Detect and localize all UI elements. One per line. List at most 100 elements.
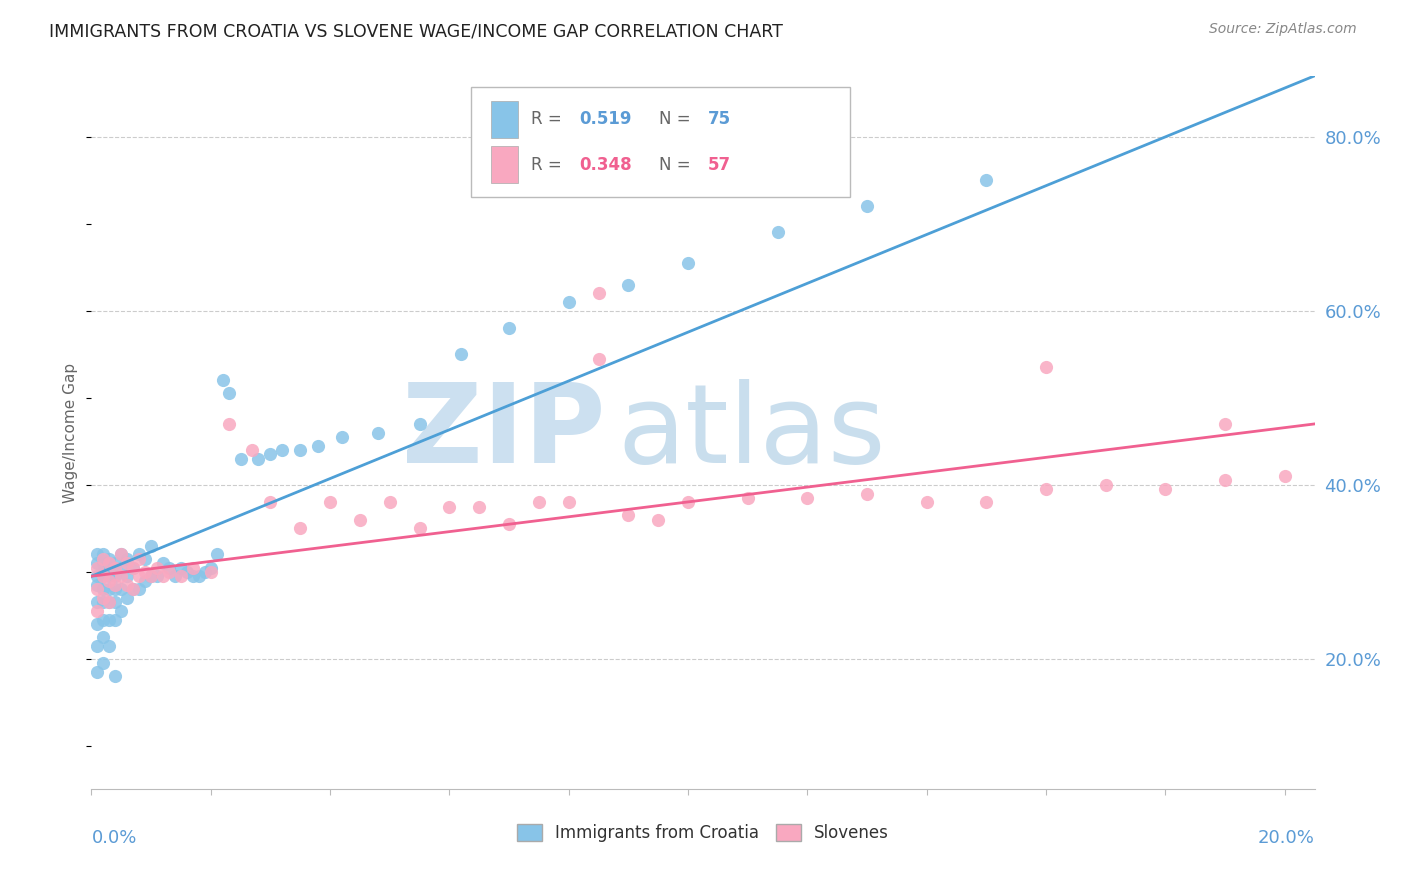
Point [617,508,640,523]
Point [91,582,114,597]
Point [139,539,162,553]
Point [98,613,121,627]
Text: ZIP: ZIP [402,379,605,486]
Point [139,569,162,583]
Point [737,491,759,505]
Point [856,486,879,500]
Point [468,500,491,514]
Point [86,617,108,632]
Point [128,582,150,597]
Point [128,551,150,566]
Point [157,565,180,579]
Point [588,351,610,366]
Text: Source: ZipAtlas.com: Source: ZipAtlas.com [1209,22,1357,37]
Point [319,495,342,509]
Text: N =: N = [659,155,696,174]
Point [378,495,401,509]
Point [915,495,938,509]
Point [98,595,121,609]
Text: N =: N = [659,110,696,128]
Point [104,556,127,570]
Point [558,495,581,509]
Point [152,556,174,570]
Point [91,591,114,605]
Text: 57: 57 [707,155,731,174]
Point [86,665,108,679]
Point [146,560,169,574]
Point [498,516,520,531]
Point [98,565,121,579]
Point [1213,474,1236,488]
FancyBboxPatch shape [471,87,849,197]
Point [1274,469,1296,483]
Point [856,199,879,213]
Point [450,347,472,361]
Point [152,569,174,583]
Point [110,548,132,562]
Point [976,495,998,509]
Point [146,569,169,583]
Point [439,500,461,514]
Text: atlas: atlas [617,379,886,486]
Point [86,578,108,592]
Point [122,582,145,597]
Point [86,604,108,618]
Point [104,582,127,597]
Bar [491,146,519,183]
Point [242,443,264,458]
Legend: Immigrants from Croatia, Slovenes: Immigrants from Croatia, Slovenes [510,817,896,849]
Point [86,595,108,609]
Text: 0.519: 0.519 [579,110,631,128]
Point [259,495,281,509]
Point [200,565,222,579]
Point [91,565,114,579]
Text: 75: 75 [707,110,731,128]
Point [349,513,371,527]
Point [205,548,228,562]
Point [1035,482,1057,496]
Point [115,556,138,570]
Point [104,669,127,683]
Text: R =: R = [530,110,567,128]
Point [104,595,127,609]
Point [134,565,156,579]
Point [1154,482,1177,496]
Point [104,569,127,583]
Point [86,548,108,562]
Text: IMMIGRANTS FROM CROATIA VS SLOVENE WAGE/INCOME GAP CORRELATION CHART: IMMIGRANTS FROM CROATIA VS SLOVENE WAGE/… [49,22,783,40]
Point [676,495,699,509]
Point [91,569,114,583]
Text: 0.348: 0.348 [579,155,633,174]
Point [98,639,121,653]
Point [766,226,789,240]
Point [91,657,114,671]
Point [98,574,121,588]
Point [647,513,669,527]
Point [617,277,640,292]
Point [91,556,114,570]
Point [115,569,138,583]
Text: 0.0%: 0.0% [91,829,136,847]
Point [86,556,108,570]
Point [211,373,233,387]
Text: R =: R = [530,155,567,174]
Point [104,613,127,627]
Point [163,569,186,583]
Point [139,569,162,583]
Point [91,613,114,627]
Point [194,565,217,579]
Point [408,417,430,431]
Point [588,286,610,301]
Point [218,386,240,401]
Point [290,521,312,535]
Point [187,569,209,583]
Point [259,447,281,461]
Point [98,569,121,583]
Point [98,556,121,570]
Point [170,560,193,574]
Point [498,321,520,335]
Point [200,560,222,574]
Point [330,430,353,444]
Point [86,639,108,653]
Point [181,560,204,574]
